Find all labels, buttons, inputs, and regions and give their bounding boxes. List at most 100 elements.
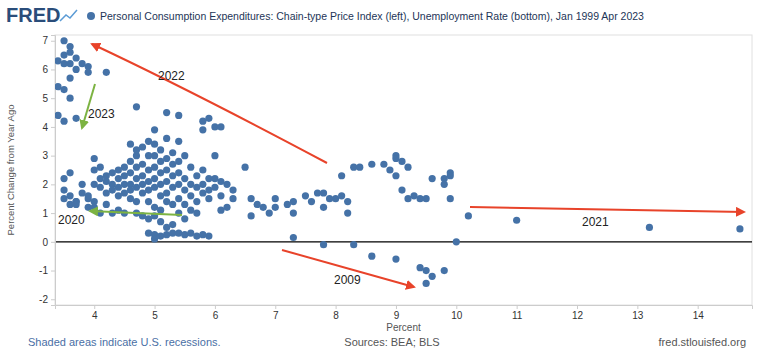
point [187, 192, 194, 199]
logo-icon [60, 10, 77, 21]
tick-label: 11 [512, 310, 523, 321]
point [60, 60, 67, 67]
annotation: 2020 [58, 213, 85, 227]
tick-label: 7 [42, 35, 48, 46]
point [157, 207, 164, 214]
tick-mark [51, 213, 55, 214]
tick: 12 [572, 305, 584, 321]
point [145, 230, 152, 237]
chart-svg: FREDPersonal Consumption Expenditures: C… [0, 0, 768, 361]
point [199, 181, 206, 188]
tick-label: 6 [42, 64, 48, 75]
url: fred.stlouisfed.org [659, 336, 746, 348]
tick: 14 [693, 305, 705, 321]
point [151, 126, 158, 133]
point [344, 209, 351, 216]
point [66, 74, 73, 81]
point [66, 95, 73, 102]
axis-line [56, 306, 753, 310]
point [398, 158, 405, 165]
point [386, 166, 393, 173]
point [441, 181, 448, 188]
point [133, 146, 140, 153]
point [181, 231, 188, 238]
point [193, 232, 200, 239]
zero-line [55, 241, 752, 242]
point [60, 187, 67, 194]
tick-label: 2 [42, 179, 48, 190]
tick: 3 [42, 150, 55, 161]
point [163, 135, 170, 142]
point [103, 201, 110, 208]
point [175, 169, 182, 176]
x-axis: 4567891011121314 [56, 305, 753, 321]
tick-label: 0 [42, 237, 48, 248]
point [163, 178, 170, 185]
annotation: 2021 [582, 215, 609, 229]
point [344, 198, 351, 205]
point [127, 169, 134, 176]
tick: 7 [273, 305, 279, 321]
tick-mark [51, 98, 55, 99]
point [91, 155, 98, 162]
point [513, 217, 520, 224]
tick-mark [51, 156, 55, 157]
annotation: 2022 [158, 69, 185, 83]
point [55, 112, 62, 119]
point [97, 164, 104, 171]
tick-mark [577, 305, 578, 309]
point [91, 204, 98, 211]
point [320, 241, 327, 248]
y-axis: -2-101234567 [39, 35, 55, 305]
point [181, 187, 188, 194]
point [229, 187, 236, 194]
tick: 7 [42, 35, 55, 46]
point [175, 112, 182, 119]
point [736, 225, 743, 232]
point [398, 187, 405, 194]
point [181, 175, 188, 182]
tick-label: 13 [632, 310, 644, 321]
point [73, 201, 80, 208]
point [157, 218, 164, 225]
point [205, 115, 212, 122]
point [73, 54, 80, 61]
point [163, 109, 170, 116]
point [175, 181, 182, 188]
tick-label: 10 [451, 310, 463, 321]
point [85, 69, 92, 76]
point [229, 195, 236, 202]
title-marker [87, 12, 95, 20]
point [181, 215, 188, 222]
tick: 6 [42, 64, 55, 75]
point [79, 181, 86, 188]
source: Sources: BEA; BLS [344, 336, 439, 348]
point [175, 195, 182, 202]
tick-mark [155, 305, 156, 309]
point [205, 232, 212, 239]
point [60, 37, 67, 44]
arrow [90, 211, 182, 215]
point [356, 164, 363, 171]
tick-mark [275, 305, 276, 309]
tick: 11 [512, 305, 523, 321]
point [199, 126, 206, 133]
tick: 2 [42, 179, 55, 190]
annotation-arrows [82, 44, 744, 287]
point [73, 66, 80, 73]
point [79, 60, 86, 67]
point [151, 141, 158, 148]
tick-mark [396, 305, 397, 309]
point [211, 152, 218, 159]
point [193, 172, 200, 179]
tick-label: -2 [39, 294, 48, 305]
point [127, 141, 134, 148]
point [290, 198, 297, 205]
points [55, 37, 744, 287]
point [441, 267, 448, 274]
tick-label: 9 [394, 310, 400, 321]
point [429, 273, 436, 280]
point [127, 158, 134, 165]
tick-mark [456, 305, 457, 309]
point [187, 164, 194, 171]
